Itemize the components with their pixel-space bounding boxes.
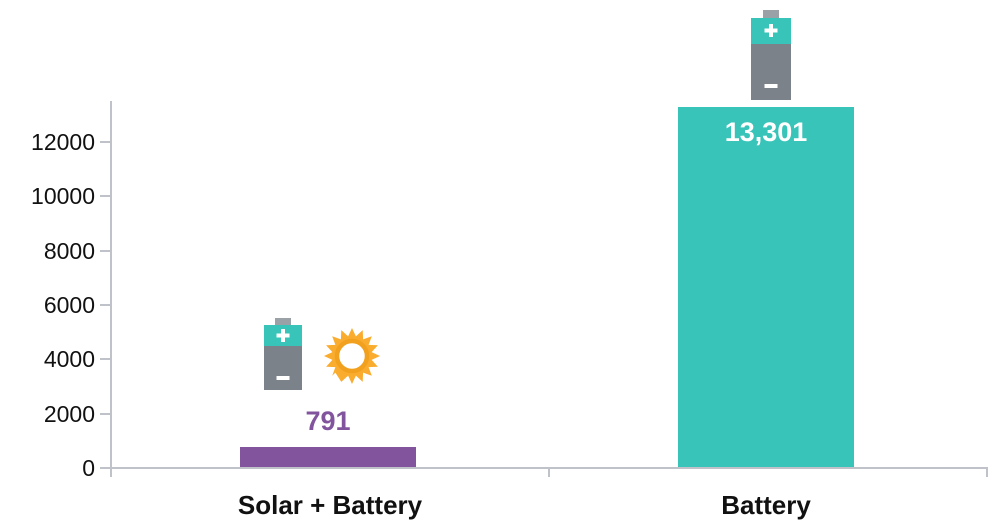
y-axis-line: [110, 101, 112, 468]
bar-battery: [678, 106, 854, 468]
y-axis-tick-label: 6000: [43, 292, 95, 318]
y-axis-tick-label: 4000: [43, 346, 95, 373]
y-axis-tick-mark: [100, 249, 111, 252]
y-axis-tick-mark: [100, 358, 111, 361]
category-label-battery: Battery: [721, 490, 811, 520]
y-axis-tick-mark: [100, 141, 111, 143]
y-axis-tick-label: 0: [82, 455, 95, 481]
y-axis-tick-mark: [100, 412, 111, 415]
x-axis-tick-mark: [110, 468, 112, 477]
x-axis-tick-mark: [548, 468, 550, 477]
y-axis-tick-mark: [100, 304, 111, 306]
bar-solar-plus-battery: [240, 446, 416, 468]
battery-icon: [264, 318, 302, 390]
y-axis-tick-label: 2000: [43, 400, 95, 427]
y-axis-tick-label: 8000: [43, 237, 95, 264]
y-axis-tick-label: 10000: [31, 183, 95, 210]
battery-icon: [751, 10, 791, 100]
y-axis-tick-label: 12000: [31, 129, 95, 155]
y-axis-tick-mark: [100, 195, 111, 198]
x-axis-tick-mark: [986, 468, 988, 477]
x-axis-line: [100, 467, 988, 469]
value-label-solar-plus-battery: 791: [305, 405, 351, 436]
value-label-battery: 13,301: [724, 116, 808, 147]
category-label-solar-plus-battery: Solar + Battery: [237, 490, 423, 520]
sun-icon: [324, 328, 380, 384]
